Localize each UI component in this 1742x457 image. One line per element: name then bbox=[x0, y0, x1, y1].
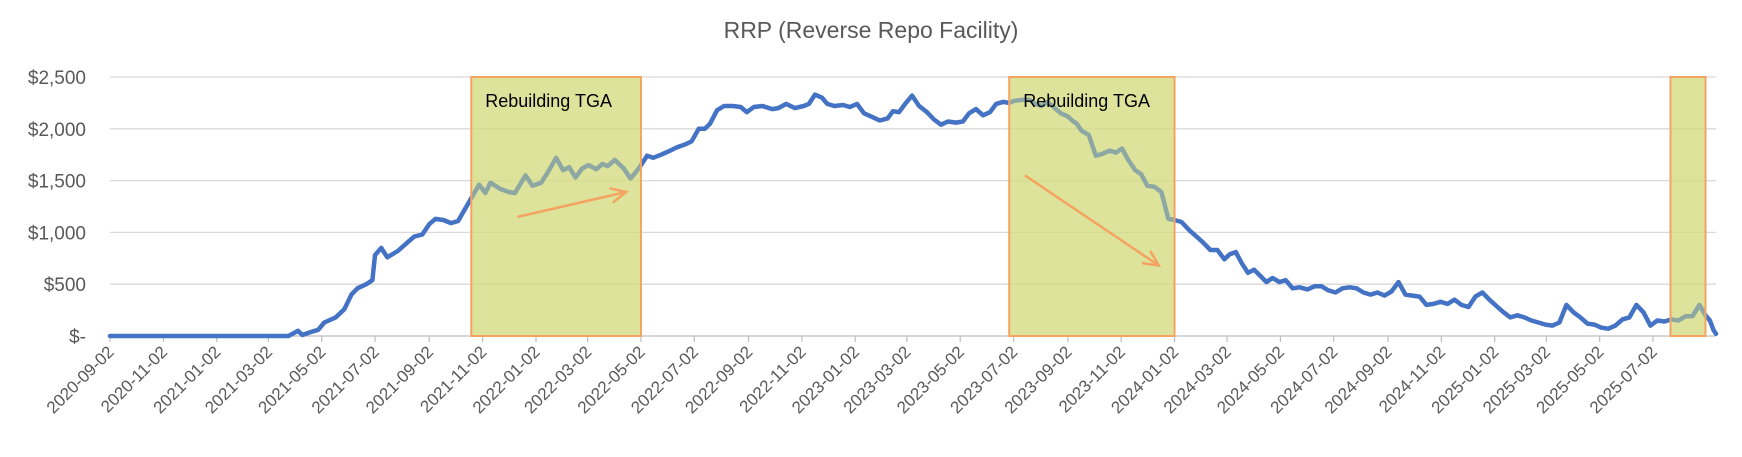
y-tick-label: $2,500 bbox=[28, 68, 86, 89]
highlight-overlay bbox=[471, 77, 641, 336]
y-tick-label: $1,000 bbox=[28, 223, 86, 244]
series-layer bbox=[107, 92, 1719, 339]
highlight-overlay bbox=[1009, 77, 1175, 336]
trend-arrow bbox=[1024, 174, 1160, 267]
highlight-label: Rebuilding TGA bbox=[485, 91, 612, 111]
chart-title: RRP (Reverse Repo Facility) bbox=[723, 17, 1019, 43]
highlight-overlay bbox=[1670, 77, 1706, 336]
x-axis-labels: 2020-09-022020-11-022021-01-022021-03-02… bbox=[43, 336, 1661, 417]
rrp-series-line bbox=[107, 92, 1719, 339]
y-tick-label: $- bbox=[69, 327, 86, 348]
highlight-overlays: Rebuilding TGA Rebuilding TGA bbox=[470, 76, 1707, 337]
y-tick-label: $1,500 bbox=[28, 172, 86, 193]
highlight-label: Rebuilding TGA bbox=[1023, 91, 1150, 111]
trend-arrows bbox=[517, 174, 1162, 268]
y-tick-label: $2,000 bbox=[28, 120, 86, 141]
highlight-border bbox=[1669, 76, 1707, 337]
trend-arrow bbox=[517, 190, 627, 219]
trend-arrow-head bbox=[1141, 250, 1162, 268]
highlight-border bbox=[1008, 76, 1176, 337]
gridlines bbox=[110, 76, 1716, 337]
highlight-border bbox=[470, 76, 642, 337]
trend-arrow-head bbox=[609, 187, 629, 204]
y-tick-label: $500 bbox=[44, 275, 86, 296]
y-axis-labels: $- $500 $1,000 $1,500 $2,000 $2,500 bbox=[28, 68, 86, 348]
